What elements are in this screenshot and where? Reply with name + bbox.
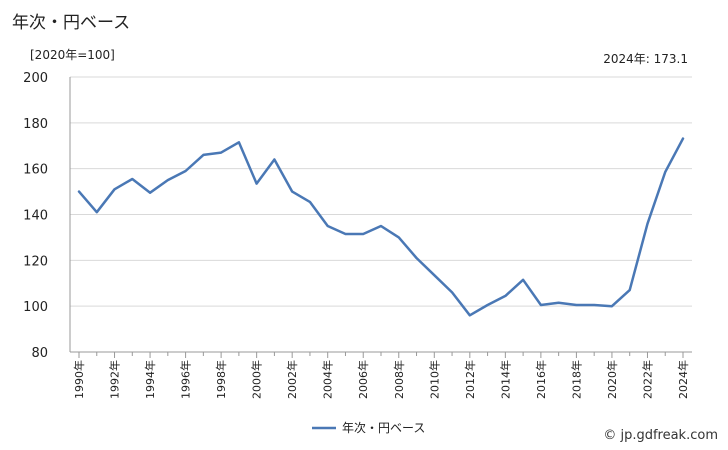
x-tick-label: 2006年 <box>356 360 370 399</box>
y-tick-label: 200 <box>23 71 48 86</box>
y-tick-label: 160 <box>23 163 48 178</box>
chart-title: 年次・円ベース <box>12 13 131 33</box>
x-tick-label: 2022年 <box>640 360 654 399</box>
y-axis-ticks: 80 100 120 140 160 180 200 <box>23 71 48 361</box>
x-tick-label: 1998年 <box>214 360 228 399</box>
x-tick-label: 2004年 <box>321 360 335 399</box>
x-tick-label: 2008年 <box>392 360 406 399</box>
legend-label: 年次・円ベース <box>342 421 425 435</box>
y-tick-label: 120 <box>23 254 48 269</box>
unit-label: [2020年=100] <box>30 48 115 62</box>
x-tick-label: 2018年 <box>569 360 583 399</box>
x-tick-label: 2002年 <box>285 360 299 399</box>
grid-lines <box>70 76 692 353</box>
y-tick-label: 180 <box>23 117 48 132</box>
x-tick-label: 1990年 <box>72 360 86 399</box>
y-tick-label: 140 <box>23 209 48 224</box>
series-line <box>77 137 685 317</box>
x-tick-label: 2016年 <box>534 360 548 399</box>
x-tick-label: 2024年 <box>676 360 690 399</box>
y-tick-label: 80 <box>31 346 48 361</box>
x-tick-label: 2010年 <box>427 360 441 399</box>
x-tick-label: 2014年 <box>498 360 512 399</box>
series-lines <box>77 137 685 317</box>
x-tick-label: 2020年 <box>605 360 619 399</box>
y-tick-label: 100 <box>23 300 48 315</box>
credit-text: © jp.gdfreak.com <box>603 428 718 443</box>
x-axis: 1990年 1992年 1994年 1996年 1998年 2000年 2002年 2004年… <box>69 77 692 399</box>
x-tick-label: 1992年 <box>108 360 122 399</box>
x-tick-label: 2012年 <box>463 360 477 399</box>
x-tick-label: 1996年 <box>179 360 193 399</box>
legend: 年次・円ベース <box>312 421 425 435</box>
latest-value-label: 2024年: 173.1 <box>603 52 688 66</box>
x-tick-label: 1994年 <box>143 360 157 399</box>
x-tick-label: 2000年 <box>250 360 264 399</box>
